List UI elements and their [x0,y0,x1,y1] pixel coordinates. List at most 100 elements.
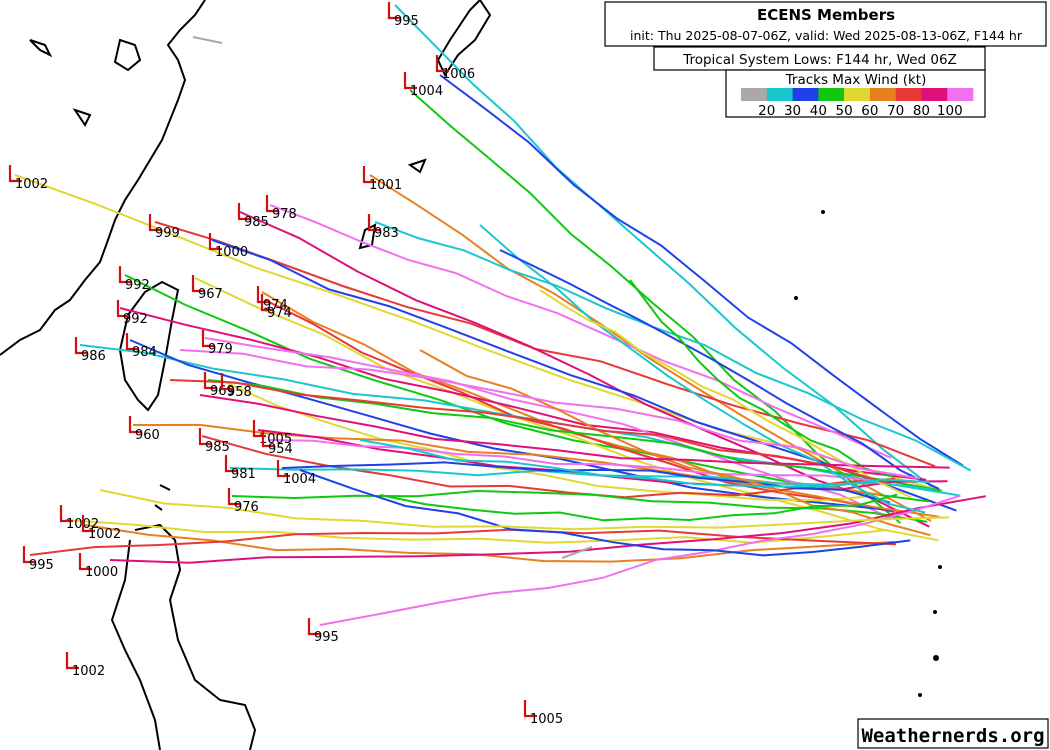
islet [938,565,942,569]
low-marker [128,416,142,434]
pressure-label: 1002 [72,664,105,679]
track [379,493,898,522]
pressure-label: 985 [244,215,269,230]
legend-label: 100 [937,103,963,119]
track [194,277,939,542]
pressure-label: 967 [198,287,223,302]
subtitle: init: Thu 2025-08-07-06Z, valid: Wed 202… [630,28,1023,43]
pressure-label: 992 [123,312,148,327]
low-marker [118,266,132,284]
low-marker [387,2,401,20]
pressure-label: 978 [272,207,297,222]
pressure-label: 1000 [85,565,118,580]
track [192,36,223,44]
track [199,394,950,469]
legend-label: 20 [758,103,775,119]
pressure-label: 999 [155,226,180,241]
legend-title: Tracks Max Wind (kt) [785,72,927,88]
track [124,274,930,503]
pressure-label: 995 [314,630,339,645]
legend-label: 80 [913,103,930,119]
pressure-label: 1002 [15,177,48,192]
low-marker [260,294,274,312]
islet [918,693,922,697]
pressure-label: 1002 [88,527,121,542]
legend-swatch [921,88,948,101]
islet [821,210,825,214]
track [129,339,900,512]
watermark-box [857,718,1049,749]
low-marker [78,553,92,571]
legend-label: 60 [861,103,878,119]
pressure-label: 986 [81,349,106,364]
track [239,211,930,528]
low-marker [435,55,449,73]
pressure-label: 983 [374,226,399,241]
pressure-label: 1001 [369,178,402,193]
low-marker [227,488,241,506]
low-marker [201,330,215,348]
low-marker [220,373,234,391]
pressure-label: 995 [29,558,54,573]
tracks [14,4,986,626]
low-marker [59,505,73,523]
low-marker [148,214,162,232]
track [169,379,886,484]
pressure-label: 995 [394,14,419,29]
pressure-label: 985 [205,440,230,455]
low-marker [261,430,275,448]
watermark: Weathernerds.org [861,725,1044,747]
track [281,461,891,504]
pressure-label: 1006 [442,67,475,82]
low-marker [265,195,279,213]
low-marker [208,233,222,251]
low-marker [276,460,290,478]
pressure-label: 976 [234,500,259,515]
pressure-label: 1005 [530,712,563,727]
low-marker [22,546,36,564]
pressure-label: 969 [210,384,235,399]
pressure-label: 958 [227,385,252,400]
pressure-label: 984 [132,345,157,360]
pressure-label: 974 [267,306,292,321]
pressure-label: 1004 [283,472,316,487]
legend-swatch [766,88,793,101]
track [269,204,892,459]
legend: 20 30 40 50 60 70 80 100 [741,88,974,119]
low-marker [116,300,130,318]
track [204,337,892,520]
legend-swatch [792,88,819,101]
track [132,423,940,518]
low-marker [198,428,212,446]
legend-label: 70 [887,103,904,119]
legend-swatch [844,88,871,101]
pressure-label: 992 [125,278,150,293]
islet [794,296,798,300]
low-marker [125,333,139,351]
track [499,249,940,490]
china-coast [0,0,206,356]
track [539,289,912,499]
islet [933,610,937,614]
title-box [604,1,1047,47]
legend-swatch [947,88,974,101]
track [319,494,961,626]
legend-swatch [741,88,768,101]
low-marker [81,515,95,533]
track [439,74,964,467]
track [299,469,911,557]
track [224,381,878,502]
legend-swatch [818,88,845,101]
track [561,546,593,559]
legend-swatch [869,88,896,101]
track [369,174,932,522]
track [419,349,931,537]
track [211,239,957,512]
low-marker [237,203,251,221]
track [109,495,986,564]
pressure-label: 1000 [215,245,248,260]
pressure-label: 1005 [259,432,292,447]
low-marker [367,214,381,232]
track [179,349,920,480]
